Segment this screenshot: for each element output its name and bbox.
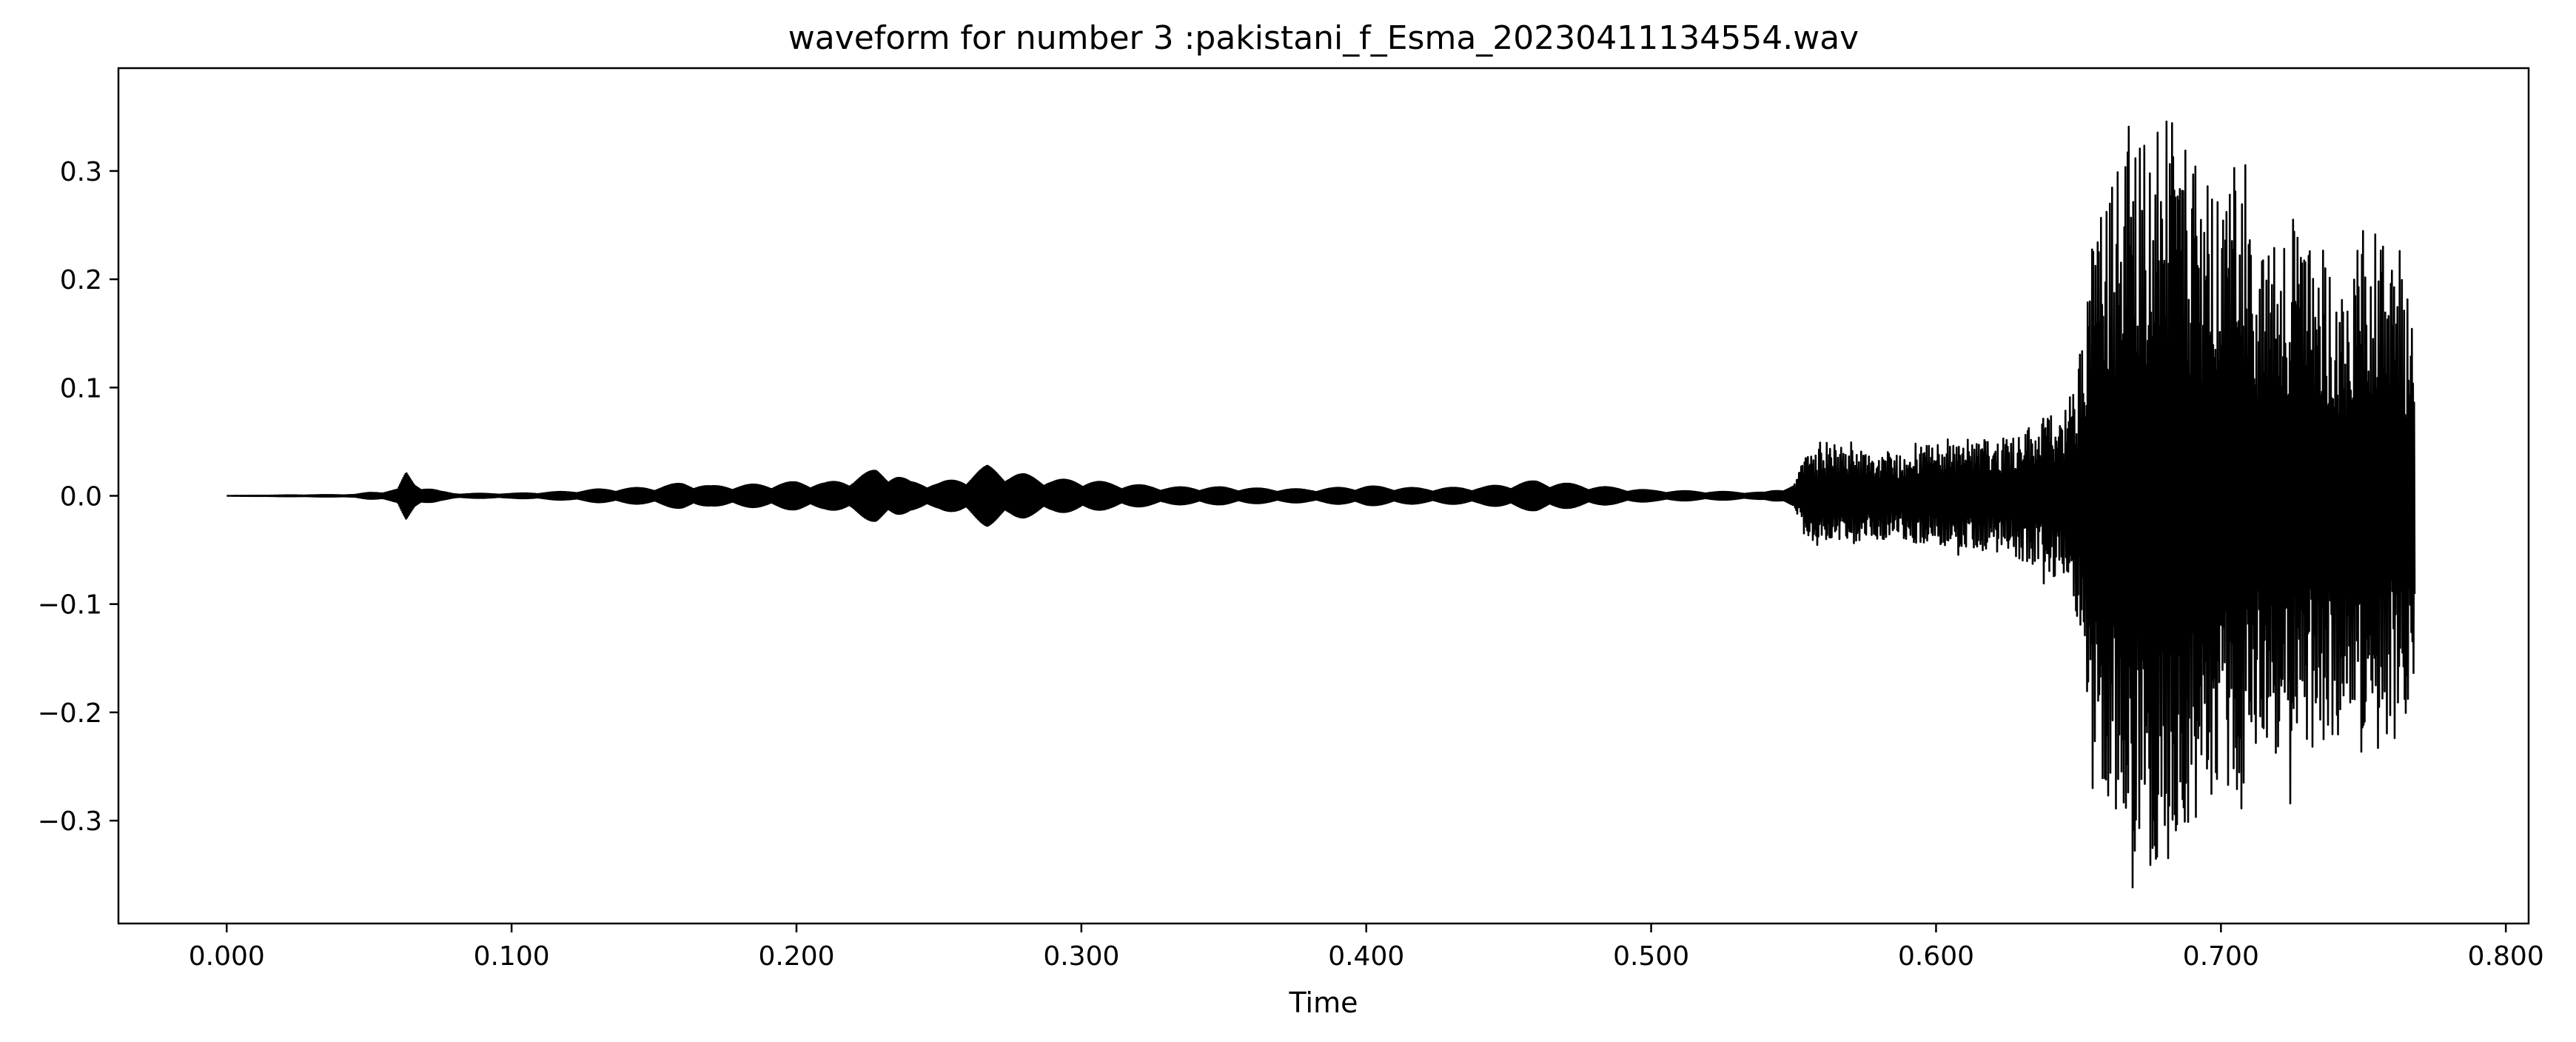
- y-axis: 0.3 0.2 0.1 0.0 −0.1 −0.2 −0.3: [38, 157, 118, 837]
- x-axis: 0.000 0.100 0.200 0.300 0.400 0.500 0.600 0.700…: [189, 924, 2544, 972]
- y-tick-label: 0.1: [60, 373, 102, 404]
- plot-area: [226, 120, 2416, 889]
- y-tick-label: −0.2: [38, 698, 102, 729]
- y-tick-label: 0.0: [60, 482, 102, 512]
- x-tick-label: 0.000: [189, 941, 265, 972]
- plot-frame: [117, 67, 2530, 925]
- x-tick-label: 0.300: [1043, 941, 1119, 972]
- x-tick-label: 0.800: [2468, 941, 2544, 972]
- y-tick-label: −0.1: [38, 590, 102, 621]
- x-tick-label: 0.600: [1898, 941, 1974, 972]
- y-tick-label: 0.3: [60, 157, 102, 187]
- x-axis-label: Time: [1289, 986, 1358, 1019]
- y-tick-label: 0.2: [60, 265, 102, 295]
- x-tick-label: 0.400: [1328, 941, 1404, 972]
- x-tick-label: 0.500: [1613, 941, 1689, 972]
- chart-title: waveform for number 3 :pakistani_f_Esma_…: [788, 19, 1859, 57]
- x-tick-label: 0.700: [2183, 941, 2259, 972]
- x-tick-label: 0.200: [758, 941, 834, 972]
- y-tick-label: −0.3: [38, 806, 102, 837]
- waveform-line: [226, 120, 2416, 889]
- x-tick-label: 0.100: [474, 941, 550, 972]
